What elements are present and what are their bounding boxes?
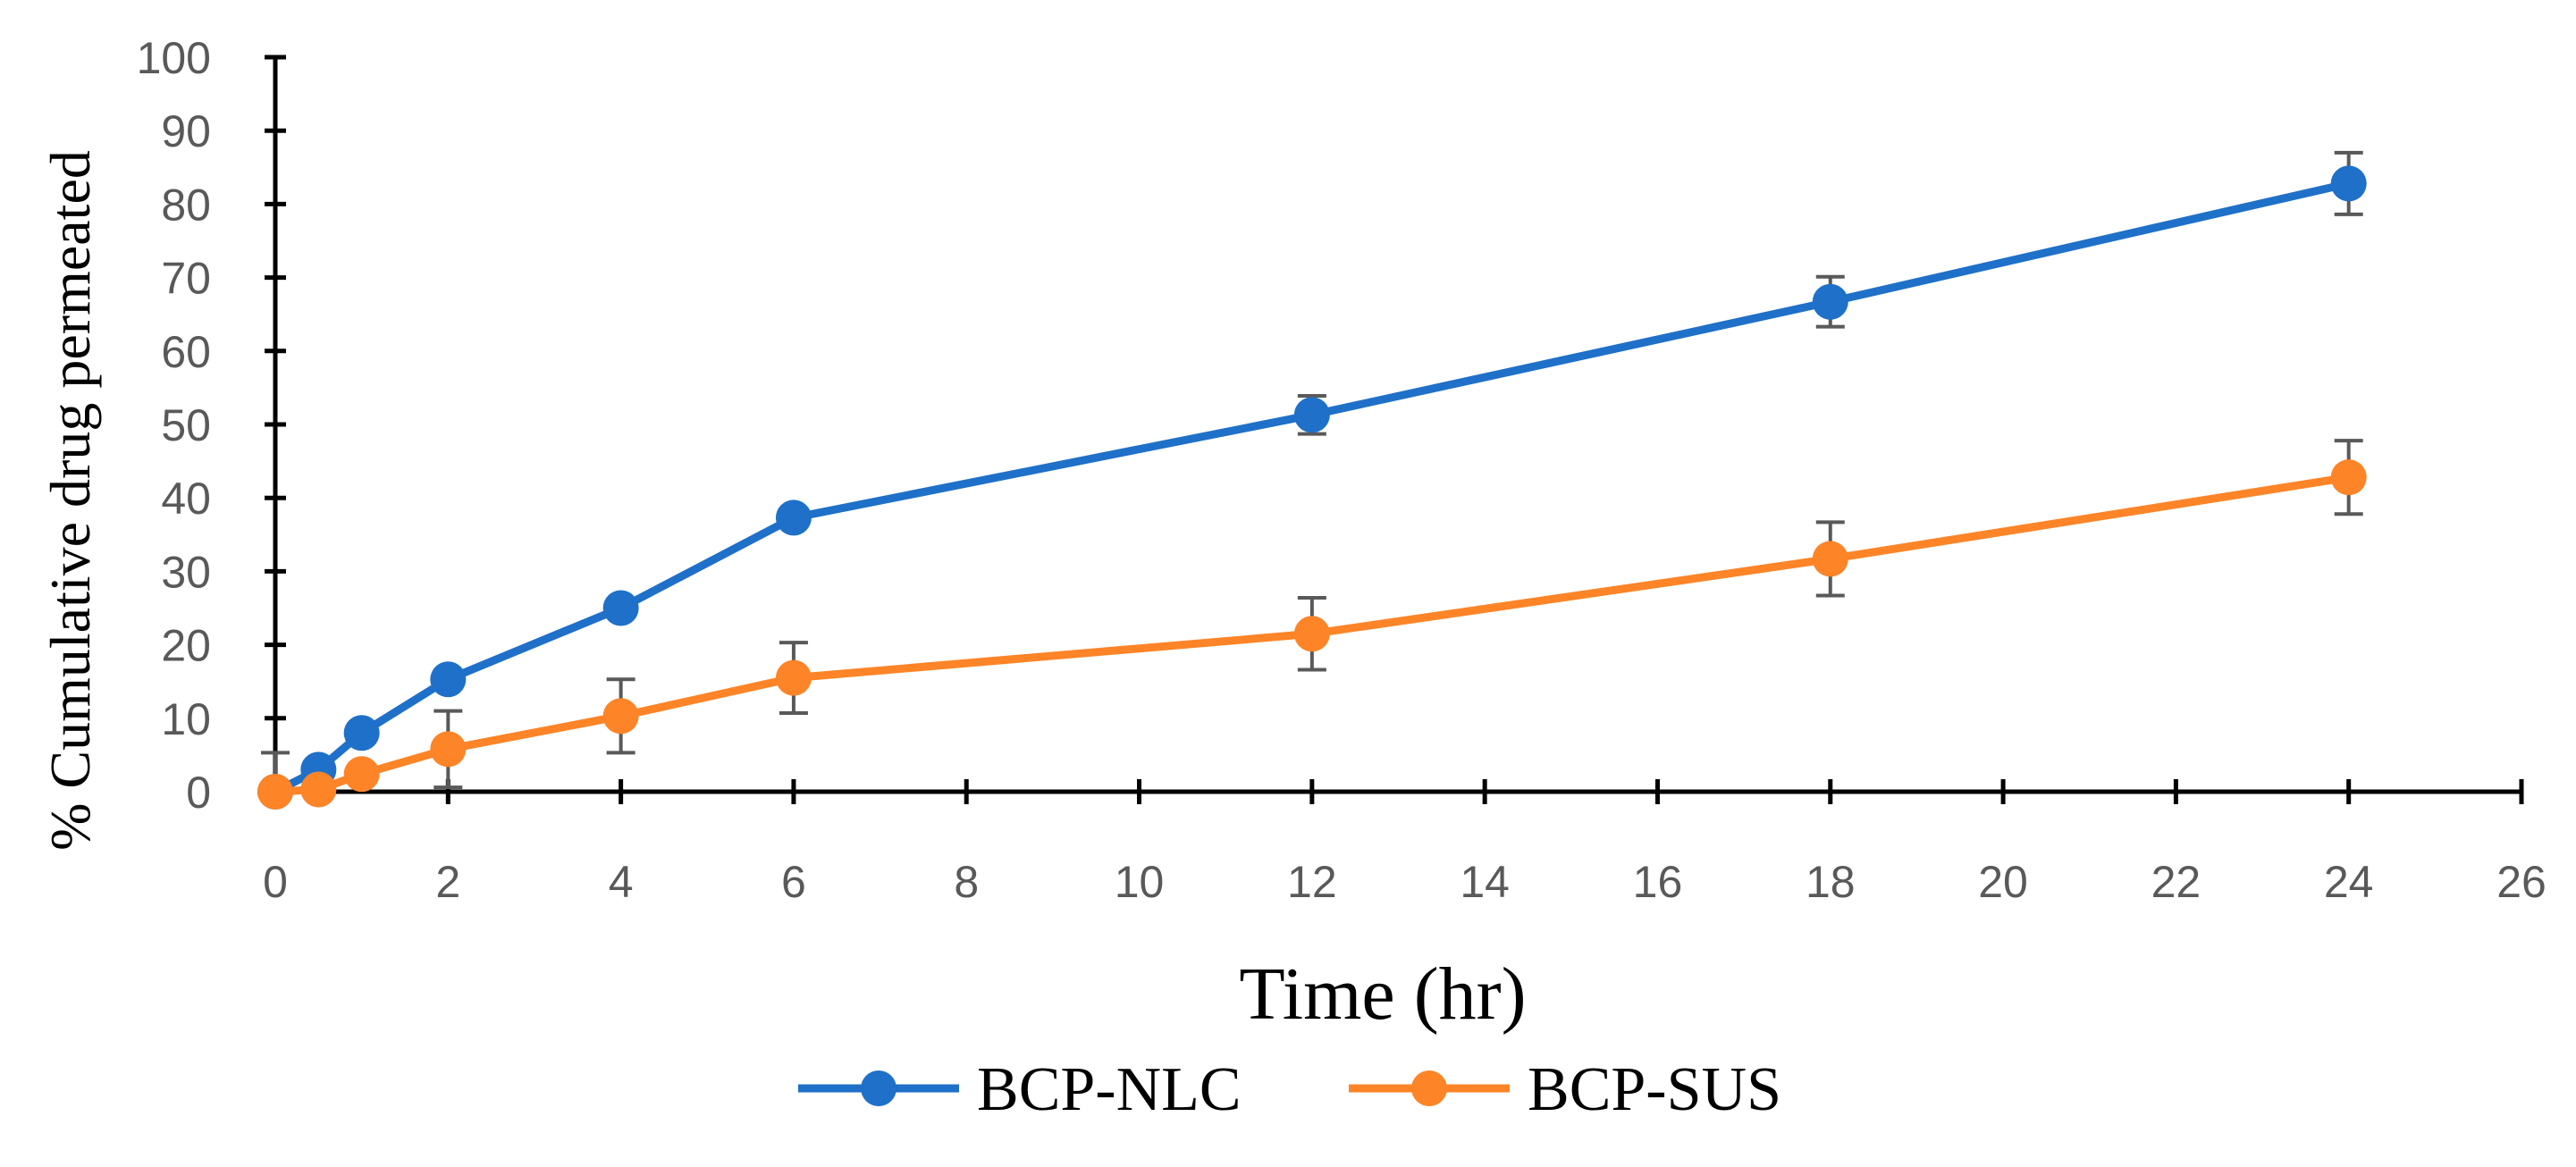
y-ticks: 0 10 20 30 40 50 60 70 80 90 100	[137, 33, 286, 818]
y-tick-label: 30	[161, 547, 211, 597]
y-tick-label: 10	[161, 694, 211, 744]
data-point	[430, 661, 467, 698]
axes	[273, 57, 2521, 794]
y-tick-label: 100	[137, 33, 211, 83]
y-tick-label: 0	[186, 768, 211, 818]
x-tick-label: 24	[2324, 857, 2374, 907]
data-point	[1812, 283, 1848, 320]
data-point	[430, 731, 467, 768]
legend-label: BCP-NLC	[977, 1055, 1242, 1124]
data-point	[602, 698, 639, 735]
data-point	[602, 590, 639, 626]
x-tick-label: 12	[1287, 857, 1337, 907]
data-point	[300, 771, 337, 808]
x-tick-label: 0	[263, 857, 288, 907]
legend-swatch-marker	[861, 1070, 897, 1106]
y-tick-label: 60	[161, 327, 211, 377]
y-tick-label: 20	[161, 621, 211, 671]
data-point	[775, 659, 812, 696]
data-point	[775, 500, 812, 536]
x-tick-label: 2	[435, 857, 460, 907]
data-point	[2330, 165, 2367, 202]
series-bcp-nlc	[257, 150, 2367, 810]
x-tick-label: 20	[1978, 857, 2028, 907]
legend-item-bcp-sus: BCP-SUS	[1349, 1055, 1781, 1124]
x-tick-label: 18	[1806, 857, 1856, 907]
series-line	[273, 179, 2350, 796]
legend-item-bcp-nlc: BCP-NLC	[798, 1055, 1242, 1124]
x-tick-label: 14	[1460, 857, 1510, 907]
data-point	[1293, 397, 1330, 433]
legend-label: BCP-SUS	[1528, 1055, 1781, 1124]
legend: BCP-NLC BCP-SUS	[798, 1055, 1781, 1124]
y-tick-label: 70	[161, 254, 211, 304]
x-tick-label: 26	[2496, 857, 2547, 907]
x-tick-label: 10	[1115, 857, 1165, 907]
series-bcp-sus	[257, 439, 2367, 810]
y-tick-label: 40	[161, 474, 211, 524]
series-layer	[257, 150, 2367, 810]
x-tick-label: 16	[1633, 857, 1683, 907]
y-tick-label: 80	[161, 180, 211, 230]
y-axis-title: % Cumulative drug permeated	[38, 150, 102, 851]
data-point	[2330, 459, 2367, 496]
data-point	[1293, 616, 1330, 652]
y-tick-label: 50	[161, 400, 211, 450]
x-axis-title: Time (hr)	[1239, 953, 1526, 1036]
x-tick-label: 4	[609, 857, 634, 907]
legend-swatch-marker	[1411, 1070, 1447, 1106]
y-tick-label: 90	[161, 106, 211, 156]
data-point	[343, 715, 380, 751]
data-point	[343, 756, 380, 793]
x-ticks: 0 2 4 6 8 10 12 14 16 18 20 22 24 26	[263, 779, 2547, 907]
x-tick-label: 6	[781, 857, 806, 907]
x-tick-label: 22	[2151, 857, 2201, 907]
x-tick-label: 8	[954, 857, 979, 907]
data-point	[1812, 541, 1848, 577]
data-point	[257, 774, 293, 810]
